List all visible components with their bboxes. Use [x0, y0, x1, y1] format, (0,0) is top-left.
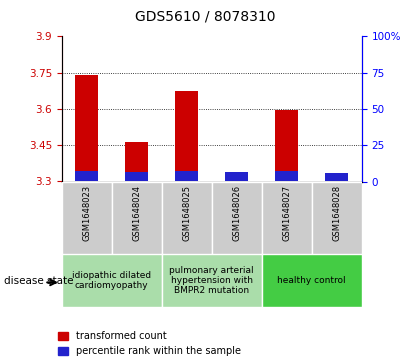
- Bar: [162, 182, 212, 254]
- Bar: [175, 171, 198, 182]
- Bar: [62, 182, 112, 254]
- Bar: [75, 171, 98, 182]
- Text: GSM1648023: GSM1648023: [82, 185, 91, 241]
- Text: GSM1648027: GSM1648027: [282, 185, 291, 241]
- Text: GSM1648028: GSM1648028: [332, 185, 341, 241]
- Bar: [275, 110, 298, 182]
- Bar: [262, 182, 312, 254]
- Bar: [326, 173, 348, 182]
- Bar: [125, 142, 148, 182]
- Text: GDS5610 / 8078310: GDS5610 / 8078310: [135, 9, 276, 23]
- Bar: [312, 182, 362, 254]
- Bar: [162, 254, 262, 307]
- Text: disease state: disease state: [4, 276, 74, 286]
- Legend: transformed count, percentile rank within the sample: transformed count, percentile rank withi…: [58, 331, 241, 356]
- Bar: [225, 173, 248, 182]
- Text: idiopathic dilated
cardiomyopathy: idiopathic dilated cardiomyopathy: [72, 271, 151, 290]
- Bar: [125, 172, 148, 182]
- Bar: [175, 91, 198, 182]
- Text: healthy control: healthy control: [277, 276, 346, 285]
- Bar: [326, 173, 348, 182]
- Bar: [262, 254, 362, 307]
- Text: GSM1648024: GSM1648024: [132, 185, 141, 241]
- Bar: [112, 182, 162, 254]
- Bar: [62, 254, 162, 307]
- Text: GSM1648026: GSM1648026: [232, 185, 241, 241]
- Bar: [212, 182, 262, 254]
- Bar: [275, 171, 298, 182]
- Text: pulmonary arterial
hypertension with
BMPR2 mutation: pulmonary arterial hypertension with BMP…: [169, 265, 254, 295]
- Bar: [225, 172, 248, 182]
- Bar: [75, 75, 98, 182]
- Text: GSM1648025: GSM1648025: [182, 185, 191, 241]
